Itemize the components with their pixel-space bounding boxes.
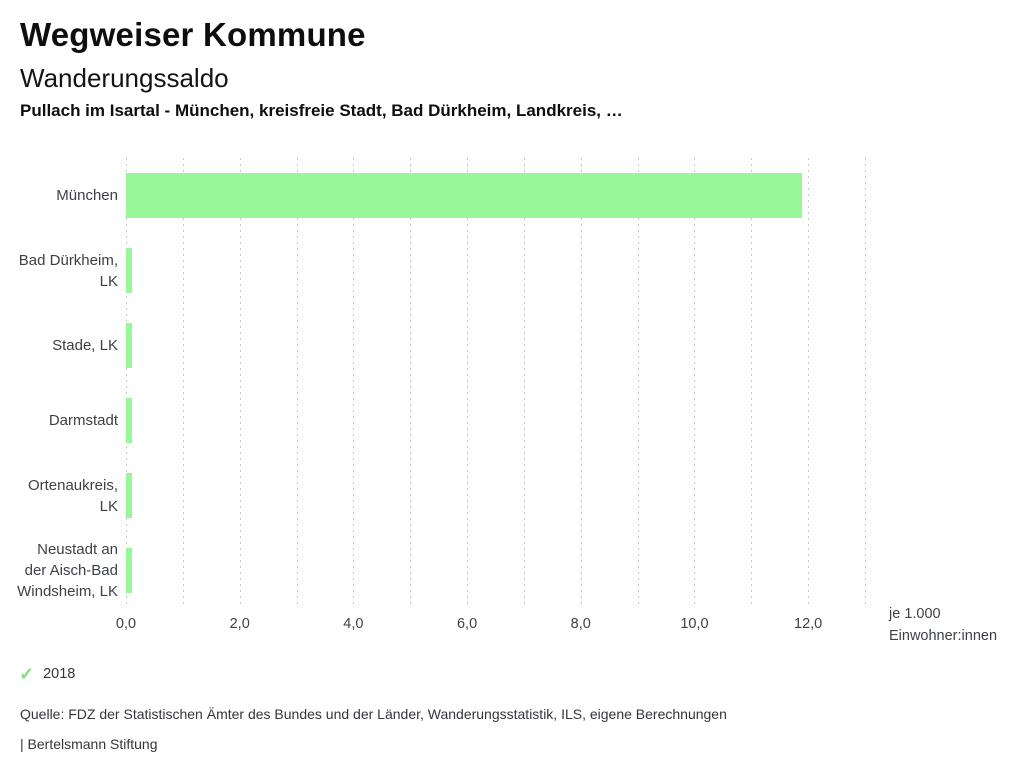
chart-bar[interactable] [126, 323, 132, 368]
x-axis-unit-label: je 1.000 Einwohner:innen [889, 603, 997, 647]
chart-bar[interactable] [126, 473, 132, 518]
source-note: Quelle: FDZ der Statistischen Ämter des … [20, 706, 727, 722]
category-label: Stade, LK [52, 337, 118, 354]
y-axis-labels: München Bad Dürkheim, LK Stade, LK Darmstadt… [0, 158, 118, 608]
x-tick-label: 4,0 [343, 616, 364, 632]
gridline [523, 158, 525, 608]
chart-title: Wanderungssaldo [20, 63, 229, 93]
category-label: Neustadt an der Aisch-Bad Windsheim, LK [17, 541, 118, 600]
gridline [637, 158, 639, 608]
chart-subtitle: Pullach im Isartal - München, kreisfreie… [20, 101, 623, 120]
gridline [751, 158, 753, 608]
x-axis-tick-labels: 0,0 2,0 4,0 6,0 8,0 10,0 12,0 [116, 616, 865, 636]
gridline [808, 158, 810, 608]
x-axis-unit-line2: Einwohner:innen [889, 628, 998, 644]
chart-bar[interactable] [126, 398, 132, 443]
category-label: Darmstadt [48, 412, 118, 429]
gridline [239, 158, 241, 608]
app-title: Wegweiser Kommune [20, 16, 366, 53]
legend-label: 2018 [43, 666, 76, 682]
category-label: Ortenaukreis, LK [27, 476, 118, 515]
gridline [353, 158, 355, 608]
x-axis-unit-line1: je 1.000 [889, 606, 941, 622]
x-tick-label: 6,0 [456, 616, 478, 632]
legend-item-2018[interactable]: ✓ 2018 [19, 665, 75, 683]
x-tick-label: 10,0 [680, 616, 709, 632]
gridline [467, 158, 469, 608]
gridline [126, 158, 127, 608]
category-label: Bad Dürkheim, LK [18, 251, 118, 290]
plot-area [126, 158, 866, 608]
x-tick-label: 8,0 [570, 616, 591, 632]
chart-bar[interactable] [126, 548, 132, 593]
attribution: | Bertelsmann Stiftung [20, 736, 158, 752]
gridline [410, 158, 412, 608]
x-tick-label: 0,0 [115, 616, 137, 632]
gridline [580, 158, 582, 608]
gridline [694, 158, 696, 608]
x-tick-label: 12,0 [794, 616, 823, 632]
check-icon: ✓ [19, 664, 35, 684]
chart-bar[interactable] [126, 173, 803, 218]
gridline [182, 158, 184, 608]
gridline [296, 158, 298, 608]
x-tick-label: 2,0 [229, 616, 250, 632]
gridline [865, 158, 866, 608]
chart-bar[interactable] [126, 248, 132, 293]
category-label: München [56, 187, 118, 204]
legend: ✓ 2018 [19, 665, 75, 683]
